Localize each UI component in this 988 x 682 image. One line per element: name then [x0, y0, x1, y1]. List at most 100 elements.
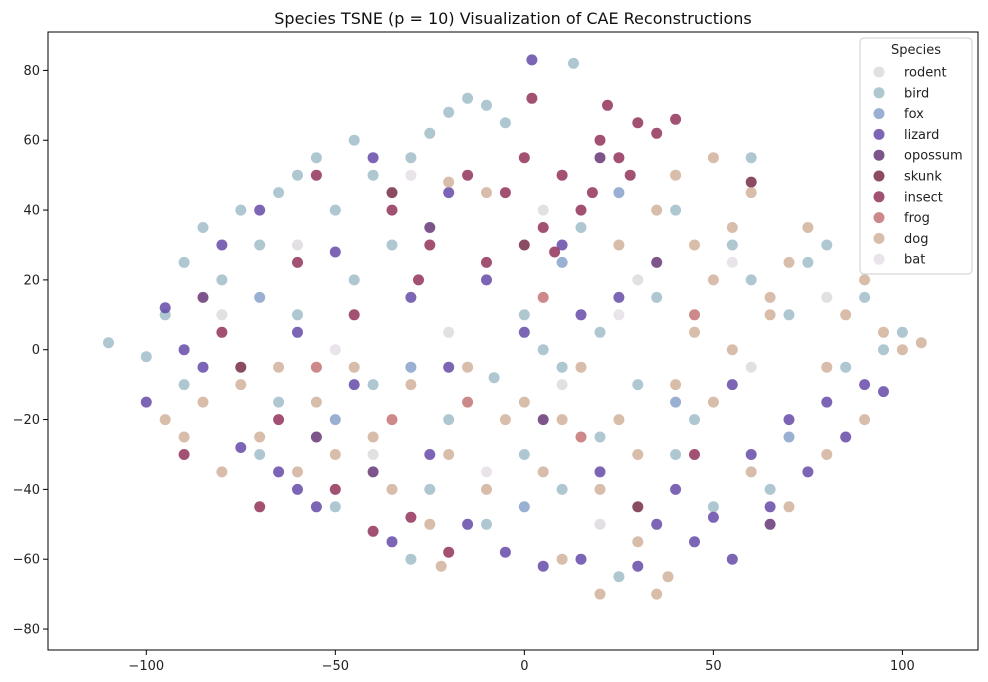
point-fox-4 — [783, 431, 795, 443]
point-insect-5 — [348, 309, 360, 321]
point-bird-14 — [386, 239, 398, 251]
point-lizard-20 — [526, 54, 538, 66]
point-dog-30 — [689, 326, 700, 338]
point-dog-6 — [273, 361, 285, 373]
point-dog-4 — [235, 379, 247, 391]
point-dog-46 — [594, 588, 606, 600]
point-dog-1 — [178, 431, 190, 443]
legend-label-skunk: skunk — [904, 170, 942, 185]
point-bird-56 — [273, 396, 285, 408]
point-lizard-19 — [518, 326, 530, 338]
point-rodent-9 — [594, 518, 606, 530]
point-opossum-1 — [310, 431, 322, 443]
point-rodent-3 — [632, 274, 644, 286]
point-frog-5 — [537, 291, 549, 303]
point-skunk-1 — [386, 187, 398, 199]
point-dog-16 — [443, 449, 455, 460]
point-bird-10 — [310, 152, 322, 164]
legend-label-fox: fox — [904, 107, 924, 122]
point-dog-32 — [726, 222, 738, 233]
point-bird-26 — [670, 449, 682, 460]
point-dog-37 — [821, 361, 833, 373]
point-dog-40 — [878, 326, 889, 338]
legend-marker-skunk — [873, 170, 885, 182]
point-rodent-2 — [556, 379, 568, 391]
point-insect-17 — [556, 169, 568, 181]
point-insect-11 — [462, 169, 474, 181]
point-insect-4 — [329, 483, 341, 495]
point-bird-54 — [424, 483, 436, 495]
point-bird-36 — [405, 553, 417, 565]
point-dog-50 — [783, 501, 795, 513]
point-bird-48 — [651, 291, 663, 303]
point-lizard-17 — [481, 274, 492, 286]
point-insect-22 — [632, 117, 644, 129]
y-axis: −80 −60 −40 −20 0 20 40 60 80 — [13, 64, 48, 638]
point-dog-24 — [594, 483, 606, 495]
point-lizard-35 — [802, 466, 814, 478]
point-rodent-6 — [537, 204, 549, 216]
point-bird-40 — [689, 414, 700, 426]
point-bird-49 — [726, 239, 738, 251]
legend-marker-fox — [873, 108, 885, 120]
x-tick-label-1: −50 — [322, 659, 349, 674]
legend-marker-lizard — [873, 128, 885, 140]
point-insect-3 — [292, 256, 303, 268]
point-bird-0 — [103, 337, 114, 349]
point-insect-21 — [613, 152, 625, 164]
point-lizard-6 — [273, 466, 285, 478]
point-lizard-12 — [386, 536, 398, 548]
point-bird-53 — [488, 372, 500, 384]
point-insect-29 — [549, 246, 561, 258]
point-bird-37 — [481, 518, 492, 530]
point-skunk-4 — [745, 176, 757, 188]
point-lizard-1 — [159, 302, 171, 314]
point-dog-11 — [367, 431, 379, 443]
point-bird-43 — [292, 309, 303, 321]
point-opossum-0 — [197, 291, 209, 303]
point-insect-12 — [481, 256, 492, 268]
point-bird-51 — [878, 344, 889, 356]
point-bird-4 — [197, 222, 209, 233]
point-insect-30 — [586, 187, 598, 199]
legend-label-frog: frog — [904, 211, 930, 226]
point-bird-58 — [670, 204, 682, 216]
point-insect-31 — [624, 169, 636, 181]
legend-label-bat: bat — [904, 253, 925, 268]
y-tick-label-6: 40 — [23, 204, 40, 219]
point-bird-28 — [745, 274, 757, 286]
point-dog-9 — [329, 449, 341, 460]
y-tick-label-3: −20 — [13, 413, 40, 428]
point-bat-3 — [726, 256, 738, 268]
point-dog-3 — [216, 466, 228, 478]
point-dog-22 — [556, 414, 568, 426]
point-dog-23 — [575, 361, 587, 373]
point-dog-2 — [197, 396, 209, 408]
point-dog-56 — [651, 204, 663, 216]
point-insect-24 — [670, 113, 682, 125]
point-bird-11 — [329, 204, 341, 216]
point-lizard-25 — [613, 291, 625, 303]
point-insect-6 — [367, 525, 379, 537]
point-bird-22 — [537, 344, 549, 356]
point-dog-51 — [821, 449, 833, 460]
point-rodent-5 — [367, 449, 379, 460]
legend-label-rodent: rodent — [904, 66, 947, 81]
point-lizard-41 — [292, 483, 303, 495]
point-bird-1 — [140, 351, 152, 363]
point-frog-1 — [462, 396, 474, 408]
legend-label-lizard: lizard — [904, 128, 939, 143]
point-dog-35 — [783, 256, 795, 268]
point-dog-53 — [670, 169, 682, 181]
point-bird-24 — [594, 326, 606, 338]
point-bird-34 — [254, 449, 266, 460]
point-insect-13 — [499, 187, 511, 199]
point-dog-12 — [386, 483, 398, 495]
point-dog-55 — [613, 239, 625, 251]
point-skunk-3 — [632, 501, 644, 513]
x-tick-label-0: −100 — [128, 659, 164, 674]
point-fox-0 — [254, 291, 266, 303]
point-dog-49 — [745, 466, 757, 478]
point-opossum-3 — [537, 414, 549, 426]
x-tick-label-2: 0 — [520, 659, 528, 674]
